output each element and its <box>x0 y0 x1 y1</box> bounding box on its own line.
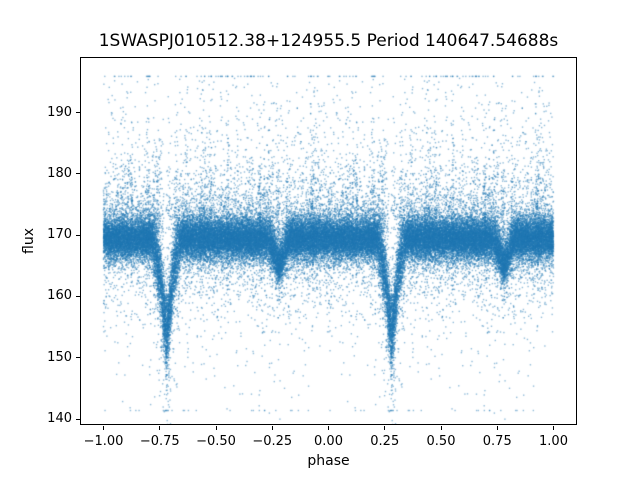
x-tick-label: 0.00 <box>314 434 343 449</box>
x-tick-label: 0.50 <box>426 434 456 449</box>
x-tick-label: 1.00 <box>539 434 568 449</box>
y-tick-label: 170 <box>47 227 72 243</box>
x-tick-label: 0.25 <box>370 434 400 449</box>
y-tick-mark <box>76 234 80 236</box>
y-tick-label: 190 <box>47 104 72 120</box>
chart-title: 1SWASPJ010512.38+124955.5 Period 140647.… <box>98 31 559 51</box>
x-tick-mark <box>384 426 386 430</box>
x-axis-label: phase <box>307 453 350 469</box>
x-tick-label: 0.75 <box>482 434 512 449</box>
x-tick-mark <box>271 426 273 430</box>
x-tick-label: −0.50 <box>196 434 236 449</box>
x-tick-label: −1.00 <box>83 434 124 449</box>
x-tick-label: −0.75 <box>139 434 180 449</box>
y-tick-label: 140 <box>47 411 72 427</box>
y-tick-label: 160 <box>47 288 72 304</box>
scatter-points-canvas <box>81 58 576 424</box>
y-tick-mark <box>76 418 80 420</box>
x-tick-mark <box>103 426 104 430</box>
x-tick-mark <box>215 426 217 430</box>
x-tick-mark <box>553 426 554 430</box>
x-tick-label: −0.25 <box>252 434 293 449</box>
y-tick-mark <box>76 295 80 297</box>
x-tick-mark <box>440 426 442 430</box>
y-tick-label: 150 <box>47 349 72 365</box>
y-tick-mark <box>76 112 80 114</box>
y-tick-mark <box>76 357 80 359</box>
x-tick-mark <box>496 426 498 430</box>
x-tick-mark <box>159 426 161 430</box>
y-tick-mark <box>76 173 80 175</box>
x-tick-mark <box>328 426 329 430</box>
y-tick-label: 180 <box>47 165 72 181</box>
